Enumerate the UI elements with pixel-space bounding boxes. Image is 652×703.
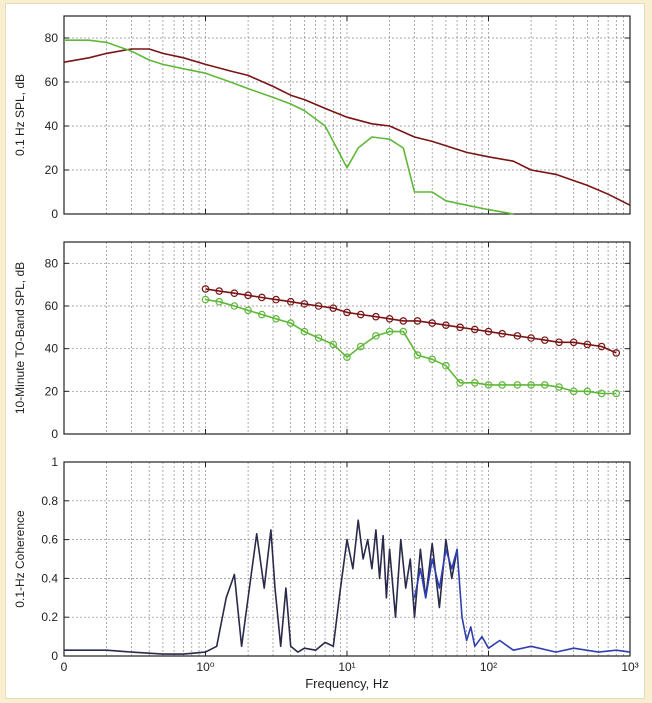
series-point-2 [498,381,507,389]
series-point-1 [442,321,450,330]
series-point-1 [286,297,295,306]
series-point-2 [385,327,394,336]
series-point-1 [456,323,464,332]
series-point-2 [442,361,450,370]
series-point-1 [527,334,535,342]
series-point-1 [541,336,549,344]
series-point-1 [300,300,309,308]
series-point-1 [230,289,239,298]
series-line-2 [64,39,514,215]
series-point-1 [215,287,224,295]
y-tick-label: 0.6 [41,533,58,547]
series-point-1 [470,325,479,334]
series-point-2 [456,378,464,387]
series-line-1 [205,288,617,354]
x-axis-label: Frequency, Hz [305,676,389,691]
series-point-2 [555,383,563,391]
y-tick-label: 1 [51,455,58,469]
series-point-1 [413,317,422,325]
series-line-2 [413,548,631,653]
x-tick-label: 0 [61,660,68,674]
y-tick-label: 80 [45,31,59,45]
series-point-1 [314,302,323,310]
series-point-1 [385,314,394,323]
y-tick-label: 0.2 [41,610,58,624]
series-point-1 [513,332,522,340]
series-point-2 [583,387,592,396]
series-point-2 [343,353,351,362]
series-point-1 [428,319,436,327]
y-tick-label: 20 [45,163,59,177]
series-point-1 [244,291,252,300]
series-point-1 [555,338,563,347]
series-point-2 [569,387,578,396]
y-tick-label: 80 [45,256,59,270]
series-point-2 [272,314,280,323]
x-tick-label: 10³ [621,660,638,674]
series-point-1 [597,342,606,351]
series-point-1 [569,338,578,347]
series-point-2 [612,389,621,398]
series-point-2 [201,295,210,304]
y-axis-label: 10-Minute TO-Band SPL, dB [13,262,27,414]
series-point-1 [329,304,338,312]
series-point-2 [513,381,522,389]
x-tick-label: 10² [480,660,497,674]
series-point-2 [484,381,493,389]
series-point-2 [428,355,436,364]
y-tick-label: 0 [51,207,58,221]
x-tick-label: 10¹ [338,660,355,674]
series-point-2 [258,310,266,319]
series-point-2 [541,381,549,389]
y-tick-label: 40 [45,342,59,356]
series-point-2 [244,306,252,315]
x-tick-label: 10⁰ [196,660,214,674]
series-point-1 [399,317,408,325]
series-line-1 [63,48,631,206]
series-point-2 [215,297,224,306]
series-point-1 [201,285,210,293]
y-tick-label: 40 [45,119,59,133]
y-tick-label: 0.8 [41,494,58,508]
series-point-1 [612,349,621,357]
series-point-1 [356,310,365,319]
chart-svg: 0 20 40 60 80 0.1 Hz SPL, dB 0 20 40 60 80 10-Minut… [13,15,639,691]
y-axis-label: 0.1 Hz SPL, dB [13,74,27,156]
series-point-1 [272,295,280,304]
series-point-2 [286,319,295,327]
series-point-2 [356,342,365,351]
series-point-1 [484,327,493,336]
y-tick-label: 0.4 [41,571,58,585]
series-point-2 [597,389,606,398]
series-point-1 [498,329,507,338]
series-point-2 [329,340,338,349]
series-point-2 [372,332,380,340]
series-point-2 [527,381,535,389]
series-point-2 [300,327,309,336]
series-point-2 [470,378,479,387]
series-line-2 [205,298,617,395]
series-point-2 [413,351,422,359]
chart-frame: 0 20 40 60 80 0.1 Hz SPL, dB 0 20 40 60 80 10-Minut… [6,4,644,698]
y-tick-label: 0 [51,649,58,663]
series-point-1 [343,308,351,317]
y-axis-label: 0.1-Hz Coherence [13,510,27,608]
y-tick-label: 60 [45,75,59,89]
y-tick-label: 60 [45,299,59,313]
series-point-2 [314,334,323,342]
series-point-1 [372,312,380,321]
series-line-1 [64,519,458,655]
series-point-2 [230,302,239,310]
series-point-1 [583,340,592,349]
y-tick-label: 0 [51,427,58,441]
y-tick-label: 20 [45,384,59,398]
series-point-1 [258,293,266,302]
series-point-2 [399,327,408,336]
